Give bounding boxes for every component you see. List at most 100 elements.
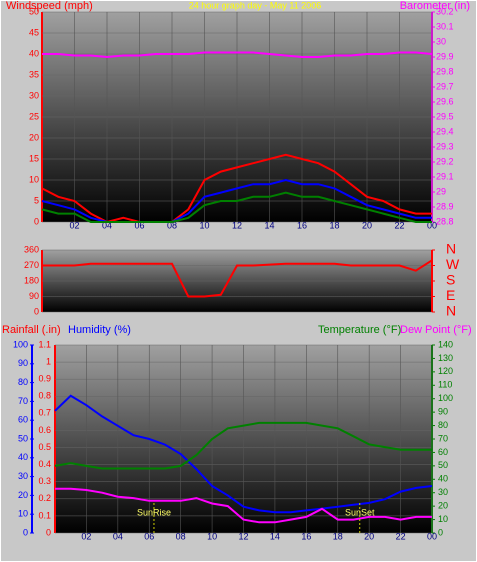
y2-tick-label: S [446, 272, 455, 288]
y3-tick-label: 10 [18, 509, 28, 519]
y2-tick-label: 100 [438, 393, 453, 403]
y-tick-label: 0.2 [38, 493, 51, 503]
y-tick-label: 0 [34, 216, 39, 226]
x-tick-label: 00 [427, 531, 437, 541]
y-tick-label: 1.1 [38, 339, 51, 349]
y2-tick-label: 10 [438, 514, 448, 524]
x-tick-label: 00 [427, 220, 437, 230]
x-tick-label: 06 [134, 220, 144, 230]
y2-tick-label: W [446, 256, 460, 272]
y-tick-label: 0 [34, 306, 39, 316]
series-line [54, 421, 432, 470]
axis-title: Barometer (in) [400, 0, 470, 12]
y2-tick-label: 29.6 [436, 96, 454, 106]
y3-tick-label: 70 [18, 396, 28, 406]
y-tick-label: 30 [29, 90, 39, 100]
y-tick-label: 0.8 [38, 391, 51, 401]
y3-tick-label: 30 [18, 471, 28, 481]
y2-tick-label: 40 [438, 474, 448, 484]
y3-tick-label: 50 [18, 433, 28, 443]
y2-tick-label: N [446, 241, 456, 257]
x-tick-label: 14 [270, 531, 280, 541]
y2-tick-label: 50 [438, 460, 448, 470]
y2-tick-label: 29.7 [436, 81, 454, 91]
x-tick-label: 12 [238, 531, 248, 541]
y-tick-label: 90 [29, 291, 39, 301]
x-tick-label: 20 [364, 531, 374, 541]
series-line [54, 394, 433, 514]
y2-tick-label: 29 [436, 186, 446, 196]
y3-tick-label: 20 [18, 490, 28, 500]
y2-tick-label: 20 [438, 501, 448, 511]
y2-tick-label: 29.3 [436, 141, 454, 151]
annotation: SunSet [345, 507, 375, 517]
x-tick-label: 18 [329, 220, 339, 230]
x-tick-label: 16 [297, 220, 307, 230]
y3-tick-label: 40 [18, 452, 28, 462]
x-tick-label: 22 [396, 531, 406, 541]
y3-tick-label: 0 [23, 527, 28, 537]
y-tick-label: 0.4 [38, 459, 51, 469]
y-tick-label: 5 [34, 195, 39, 205]
axis-title: Dew Point (°F) [400, 324, 472, 336]
x-tick-label: 04 [113, 531, 123, 541]
y3-tick-label: 100 [13, 339, 28, 349]
x-tick-label: 10 [199, 220, 209, 230]
y-tick-label: 0.1 [38, 510, 51, 520]
axis-title: Humidity (%) [68, 324, 131, 336]
y-tick-label: 0.3 [38, 476, 51, 486]
x-tick-label: 14 [264, 220, 274, 230]
y2-tick-label: 80 [438, 420, 448, 430]
series-line [55, 487, 432, 524]
y2-tick-label: 30.2 [436, 6, 454, 16]
y-tick-label: 40 [29, 48, 39, 58]
y-tick-label: 10 [29, 174, 39, 184]
y-tick-label: 1 [46, 356, 51, 366]
y2-tick-label: 28.8 [436, 216, 454, 226]
y-tick-label: 180 [24, 275, 39, 285]
y-tick-label: 0.6 [38, 425, 51, 435]
chart-title: 24 hour graph day - May 11 2006 [189, 0, 321, 10]
y-tick-label: 25 [29, 111, 39, 121]
y2-tick-label: 60 [438, 447, 448, 457]
y-tick-label: 15 [29, 153, 39, 163]
y2-tick-label: 29.4 [436, 126, 454, 136]
annotation: SunRise [137, 507, 171, 517]
axis-title: Windspeed (mph) [6, 0, 93, 12]
x-tick-label: 02 [69, 220, 79, 230]
x-tick-label: 22 [394, 220, 404, 230]
series-line [41, 191, 432, 223]
x-tick-label: 16 [301, 531, 311, 541]
y-tick-label: 0.5 [38, 442, 51, 452]
y-tick-label: 35 [29, 69, 39, 79]
y2-tick-label: 30.1 [436, 21, 454, 31]
y2-tick-label: N [446, 303, 456, 319]
y2-tick-label: 140 [438, 339, 453, 349]
y2-tick-label: 90 [438, 407, 448, 417]
y2-tick-label: 120 [438, 366, 453, 376]
y3-tick-label: 80 [18, 377, 28, 387]
y2-tick-label: 29.2 [436, 156, 454, 166]
x-tick-label: 08 [167, 220, 177, 230]
x-tick-label: 06 [144, 531, 154, 541]
x-tick-label: 18 [333, 531, 343, 541]
x-tick-label: 12 [232, 220, 242, 230]
y2-tick-label: 30 [436, 36, 446, 46]
y-tick-label: 50 [29, 6, 39, 16]
series-line [42, 259, 433, 298]
axis-title: Rainfall (.in) [2, 324, 61, 336]
y-tick-label: 20 [29, 132, 39, 142]
y-tick-label: 0 [46, 527, 51, 537]
y3-tick-label: 60 [18, 415, 28, 425]
y2-tick-label: 29.9 [436, 51, 454, 61]
y3-tick-label: 90 [18, 358, 28, 368]
axis-title: Temperature (°F) [318, 324, 401, 336]
y2-tick-label: E [446, 287, 455, 303]
series-line [42, 51, 433, 59]
y-tick-label: 45 [29, 27, 39, 37]
x-tick-label: 10 [207, 531, 217, 541]
y2-tick-label: 29.5 [436, 111, 454, 121]
y2-tick-label: 30 [438, 487, 448, 497]
